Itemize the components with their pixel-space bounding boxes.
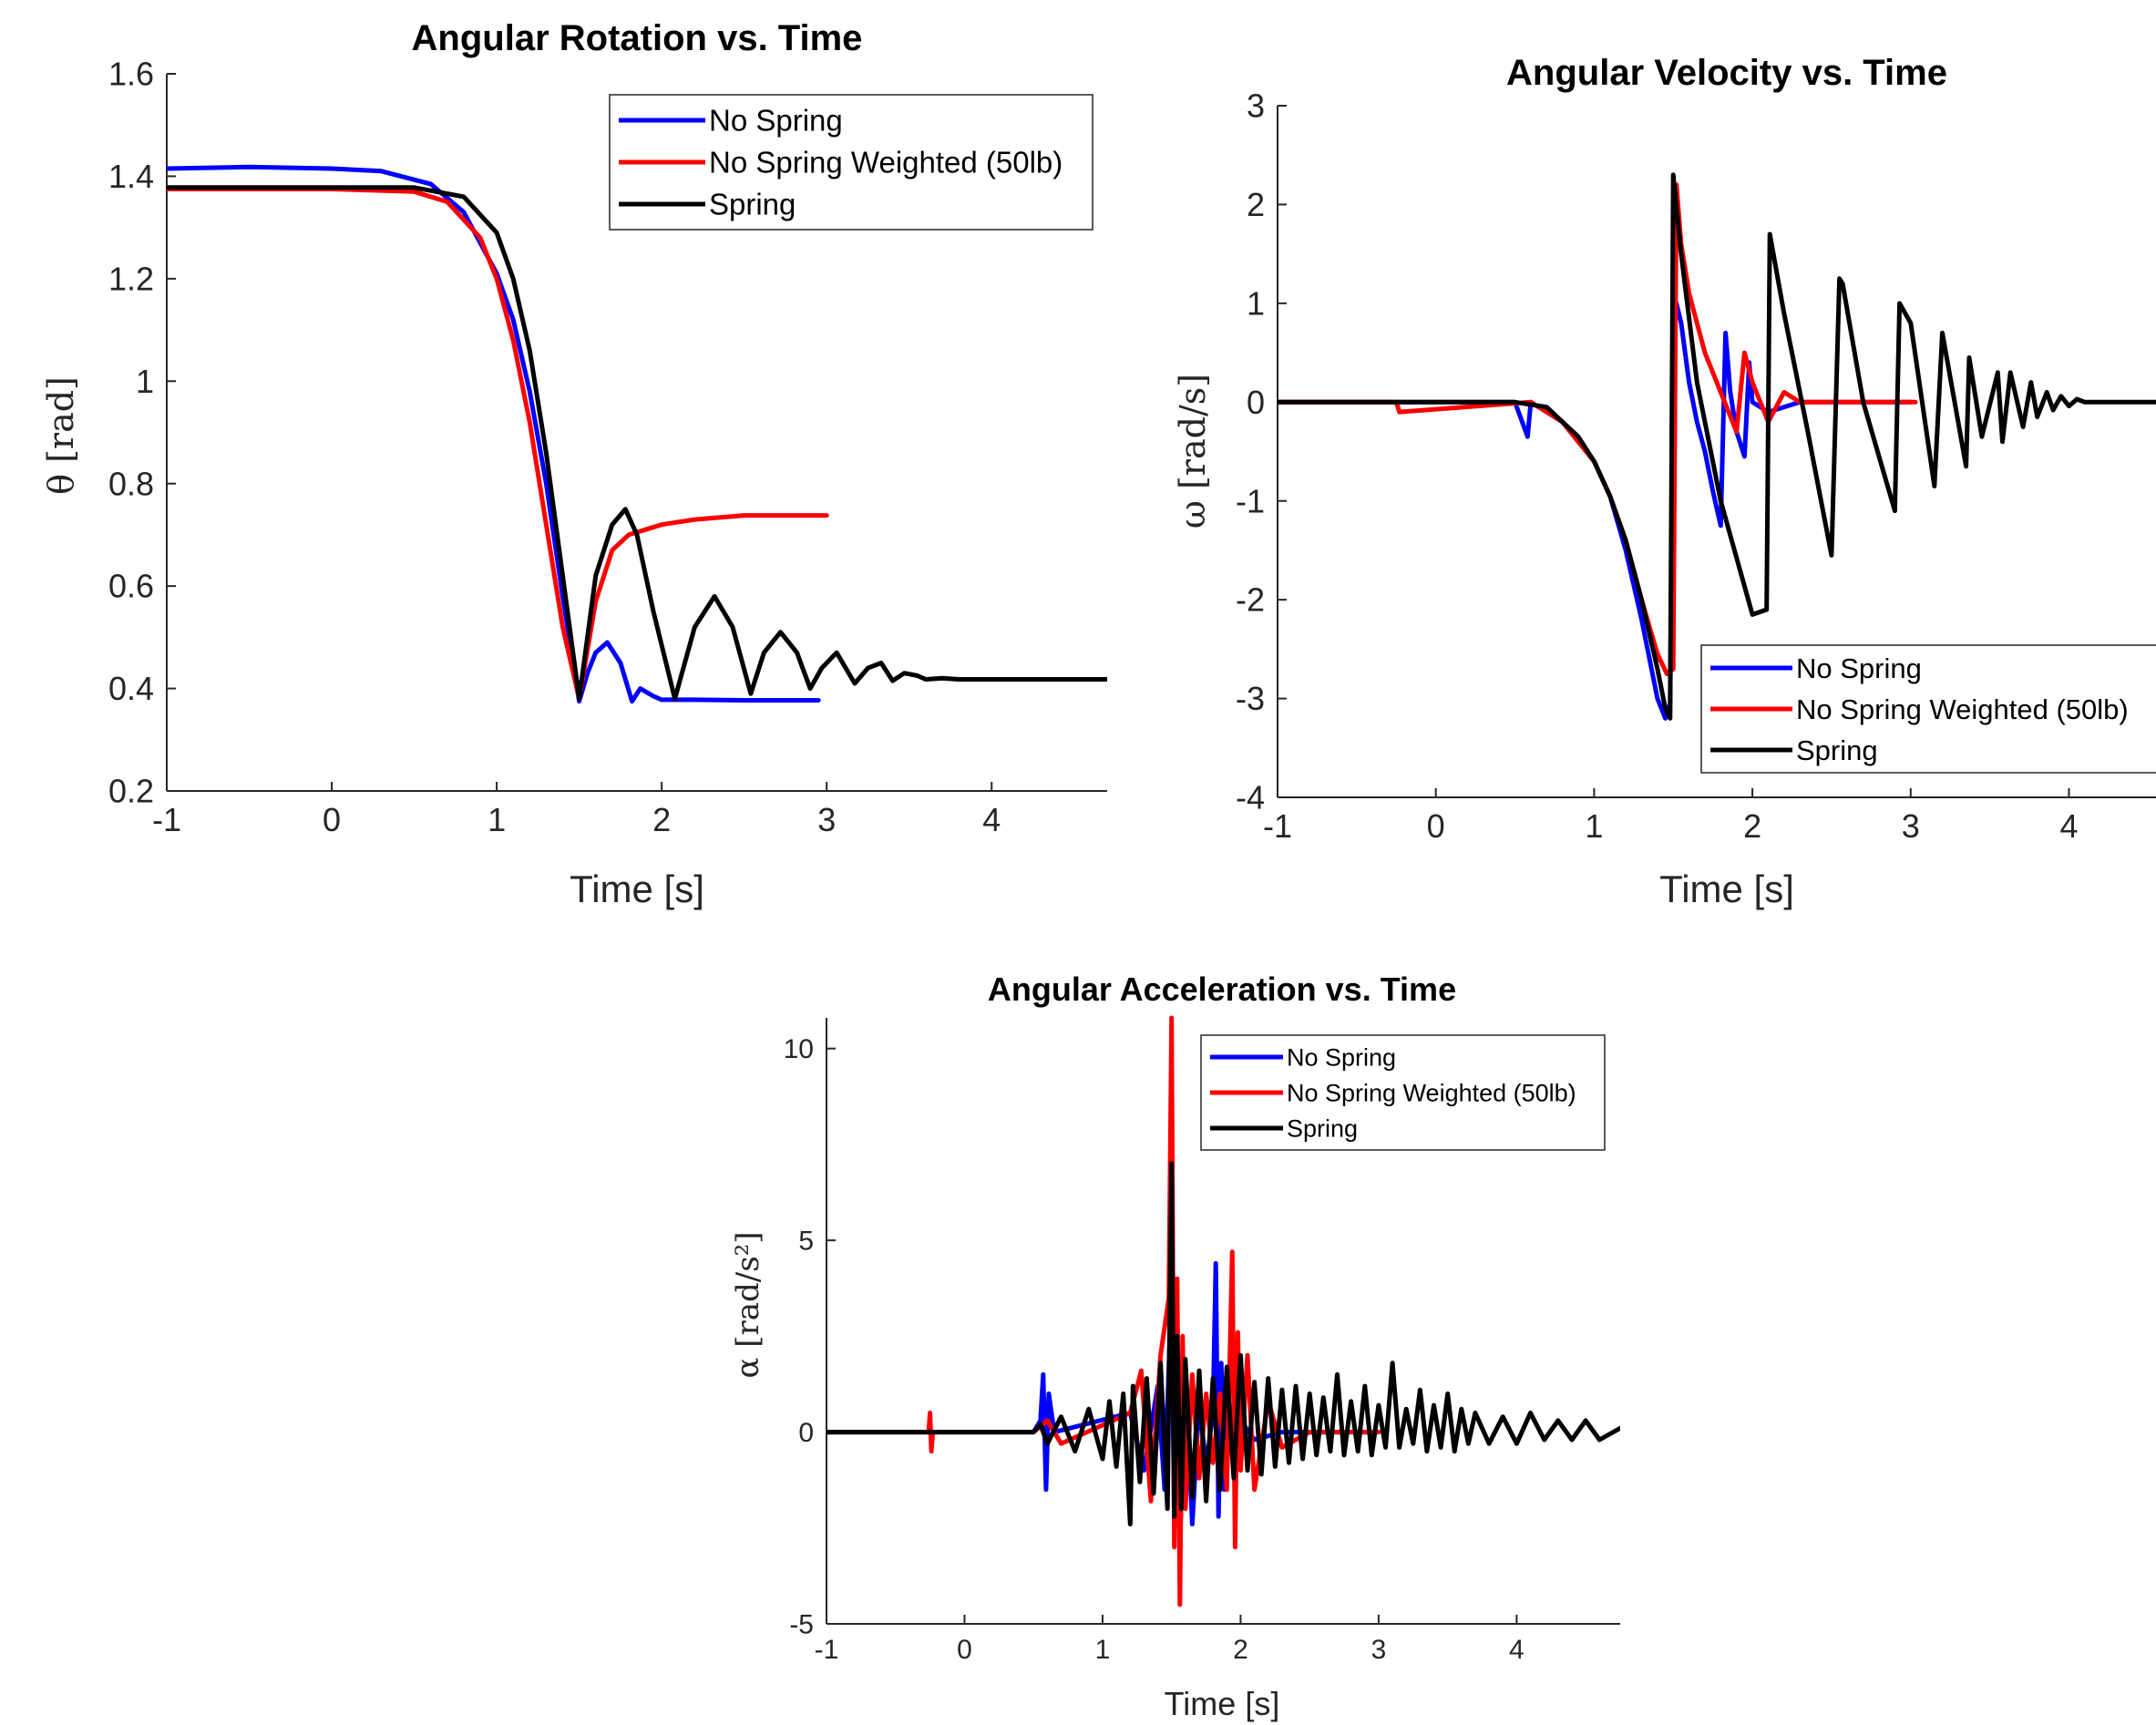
x-tick-label: -1 [815,1635,839,1665]
series-layer [826,1015,1620,1607]
y-tick-label: -5 [789,1610,814,1640]
x-tick-label: -1 [152,801,181,838]
angular-rotation-chart: Angular Rotation vs. Time -1 0 1 2 3 4 0.2 0.4 0… [41,18,1107,910]
y-tick-label: -4 [1236,779,1265,816]
x-tick-label: -1 [1263,807,1292,845]
series-layer [167,164,1107,704]
y-tick-label: 1.6 [108,56,154,93]
x-tick-label: 3 [1902,807,1920,845]
series-line-2 [1278,182,1918,676]
x-tick-label: 2 [1233,1635,1248,1665]
x-tick-label: 4 [1509,1635,1525,1665]
x-tick-label: 0 [323,801,341,838]
legend: No Spring No Spring Weighted (50lb) Spring [1700,644,2156,774]
y-axis-label: α [rad/s²] [730,1231,766,1378]
series-line-3 [826,1161,1620,1527]
y-tick-label: 2 [1247,186,1265,223]
x-tick-label: 1 [488,801,506,838]
series-layer [1278,172,2156,721]
x-tick-label: 1 [1585,807,1603,845]
legend-label-1: No Spring [1287,1043,1396,1071]
plot-axes: -1 0 1 2 3 4 -5 0 5 10 [784,1018,1620,1665]
legend-label-2: No Spring Weighted (50lb) [709,146,1063,180]
legend-label-2: No Spring Weighted (50lb) [1796,693,2129,725]
y-tick-label: 1 [1247,284,1265,322]
y-tick-label: 0 [1247,384,1265,421]
y-tick-label: 10 [784,1034,814,1064]
x-tick-label: 1 [1095,1635,1111,1665]
x-tick-label: 0 [1427,807,1445,845]
x-tick-label: 3 [817,801,836,838]
legend-label-2: No Spring Weighted (50lb) [1287,1079,1576,1106]
series-line-3 [1278,172,2156,721]
legend: No Spring No Spring Weighted (50lb) Spring [1200,1034,1606,1151]
y-axis-label: θ [rad] [41,376,81,495]
series-line-3 [167,185,1107,702]
x-tick-label: 4 [2059,807,2078,845]
chart-title: Angular Velocity vs. Time [1506,53,1947,93]
angular-acceleration-chart: Angular Acceleration vs. Time -1 0 1 2 3 4 -5 0… [730,970,1620,1722]
series-line-1 [167,164,821,704]
y-tick-label: -2 [1236,581,1265,619]
y-tick-label: 0.4 [108,670,154,707]
plot-axes: -1 0 1 2 3 4 0.2 0.4 0.6 0.8 1 1.2 1.4 1.6 [108,56,1107,838]
legend: No Spring No Spring Weighted (50lb) Spring [609,94,1093,231]
x-tick-label: 2 [1743,807,1761,845]
y-tick-label: 1.2 [108,260,154,297]
y-tick-label: 1 [136,363,154,400]
x-tick-label: 2 [652,801,671,838]
angular-velocity-chart: Angular Velocity vs. Time -1 0 1 2 3 4-4-3-2-… [1173,53,2156,910]
x-axis-label: Time [s] [1165,1685,1280,1722]
legend-label-3: Spring [1287,1114,1358,1142]
y-tick-label: 5 [798,1227,814,1257]
chart-title: Angular Acceleration vs. Time [988,970,1456,1008]
plot-axes: -1 0 1 2 3 4 -4 -3 -2 -1 0 1 2 3 [1236,87,2156,845]
y-tick-label: 1.4 [108,158,154,195]
legend-label-3: Spring [709,188,796,221]
y-tick-label: 0.6 [108,568,154,605]
y-tick-label: 0 [798,1418,814,1448]
x-tick-label: 3 [1371,1635,1387,1665]
y-tick-label: 0.8 [108,465,154,502]
legend-label-1: No Spring [709,104,843,138]
legend-label-1: No Spring [1796,652,1922,684]
y-tick-label: 0.2 [108,773,154,810]
x-tick-label: 4 [982,801,1001,838]
y-tick-label: 3 [1247,87,1265,125]
x-axis-label: Time [s] [570,868,704,910]
x-tick-label: 0 [957,1635,972,1665]
x-axis-label: Time [s] [1659,868,1794,910]
y-tick-label: -3 [1236,680,1265,717]
y-tick-label: -1 [1236,482,1265,519]
series-line-2 [167,187,829,702]
chart-title: Angular Rotation vs. Time [412,18,863,58]
y-axis-label: ω [rad/s] [1173,374,1213,529]
legend-label-3: Spring [1796,734,1878,766]
